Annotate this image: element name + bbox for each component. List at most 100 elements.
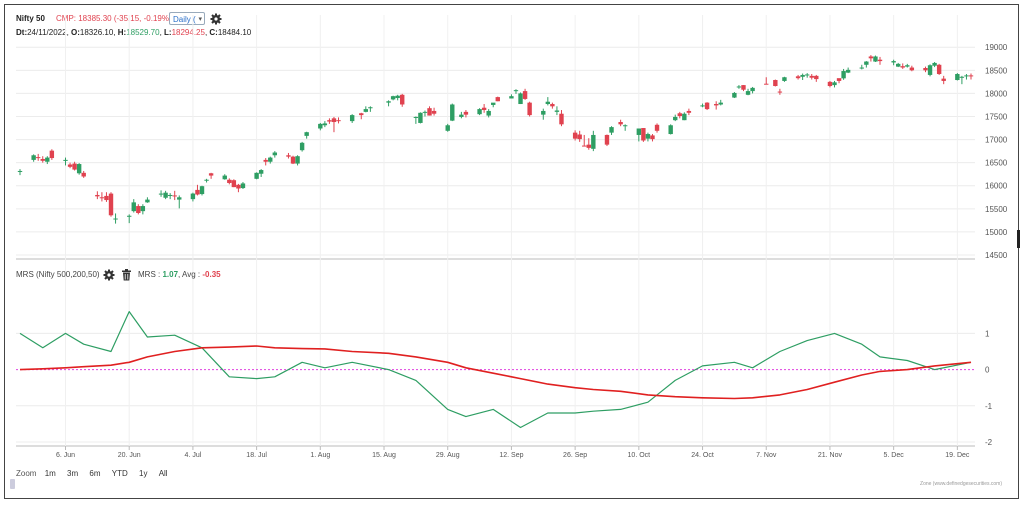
- candle-body: [199, 186, 205, 195]
- settings-gear-icon[interactable]: [210, 12, 222, 30]
- candle: [400, 93, 405, 107]
- indicator-delete-trash-icon[interactable]: [121, 268, 132, 286]
- candle: [318, 122, 323, 131]
- zoom-6m-button[interactable]: 6m: [89, 469, 101, 478]
- candle-body: [177, 197, 182, 200]
- indicator-settings-gear-icon[interactable]: [103, 268, 115, 286]
- candle-body: [286, 155, 291, 157]
- candle-body: [527, 102, 532, 116]
- candle: [554, 106, 560, 116]
- candle-body: [67, 164, 73, 167]
- candle: [31, 154, 36, 162]
- candle-body: [741, 85, 746, 90]
- candle: [905, 63, 910, 68]
- candle-body: [864, 61, 869, 65]
- candle-body: [814, 75, 819, 80]
- candle: [927, 64, 933, 77]
- candle: [445, 123, 450, 132]
- candle: [208, 172, 214, 179]
- candle: [764, 77, 769, 85]
- candle-body: [295, 156, 300, 164]
- candle-body: [495, 97, 500, 102]
- candle: [167, 193, 173, 200]
- candle: [513, 89, 519, 94]
- candle-body: [622, 125, 628, 127]
- candle-body: [331, 118, 337, 123]
- candle-body: [445, 125, 450, 131]
- candle-body: [236, 184, 241, 189]
- candle: [732, 92, 737, 99]
- candle: [636, 128, 642, 142]
- navigator-handle[interactable]: [10, 479, 15, 489]
- candle: [231, 179, 237, 188]
- candle: [804, 73, 810, 78]
- candle-body: [968, 75, 974, 77]
- candle-body: [72, 163, 77, 170]
- candle-body: [550, 104, 555, 107]
- zoom-1y-button[interactable]: 1y: [139, 469, 148, 478]
- zoom-all-button[interactable]: All: [158, 469, 168, 478]
- credit-text: Zone (www.definedgesecurities.com): [920, 481, 1002, 487]
- candle-body: [636, 128, 642, 135]
- candle-body: [905, 65, 910, 67]
- candle: [841, 68, 846, 80]
- candle: [418, 112, 423, 124]
- candle: [718, 99, 723, 106]
- candle-body: [318, 123, 323, 129]
- mrs-tick-label: -1: [985, 402, 993, 411]
- candle-body: [713, 104, 719, 106]
- candle-body: [891, 61, 896, 63]
- current-market-price: CMP: 18385.30 (-35.15, -0.19%): [56, 14, 172, 23]
- candle-body: [895, 63, 901, 67]
- zoom-1m-button[interactable]: 1m: [44, 469, 56, 478]
- candle: [650, 134, 655, 142]
- candle-body: [845, 69, 851, 73]
- candle: [959, 75, 965, 85]
- candle-body: [304, 132, 309, 136]
- candle-body: [477, 109, 482, 115]
- candle: [363, 106, 369, 113]
- candle: [222, 174, 227, 180]
- candle-body: [36, 157, 41, 159]
- mrs-label: MRS :: [138, 270, 163, 279]
- candle-body: [95, 194, 100, 197]
- candle-body: [618, 122, 623, 125]
- candle: [604, 134, 610, 147]
- x-tick-label: 4. Jul: [185, 452, 202, 459]
- x-tick-label: 6. Jun: [56, 452, 75, 459]
- candle-body: [518, 93, 523, 105]
- ohlc-l-label: L:: [164, 28, 172, 37]
- candle: [158, 190, 164, 197]
- interval-select[interactable]: Daily ( ▾: [169, 12, 205, 25]
- candle: [814, 74, 819, 82]
- candle: [577, 130, 582, 142]
- price-tick-label: 15000: [985, 228, 1008, 237]
- candle: [936, 63, 942, 75]
- candle: [104, 192, 109, 202]
- candle: [518, 92, 523, 105]
- candle: [268, 156, 273, 164]
- candle-body: [131, 202, 136, 212]
- candle: [622, 124, 628, 131]
- x-tick-label: 18. Jul: [246, 452, 267, 459]
- candle: [95, 191, 100, 200]
- candle: [836, 78, 842, 84]
- x-tick-label: 21. Nov: [818, 452, 843, 459]
- candle: [17, 169, 23, 176]
- zoom-3m-button[interactable]: 3m: [67, 469, 79, 478]
- zoom-ytd-button[interactable]: YTD: [111, 469, 128, 478]
- candle: [304, 131, 309, 139]
- candle: [45, 156, 50, 165]
- candle: [368, 106, 373, 112]
- candle: [809, 74, 814, 80]
- candle: [682, 112, 687, 121]
- candle-body: [76, 164, 82, 174]
- candle-body: [290, 156, 296, 164]
- candle: [336, 117, 341, 124]
- candle-body: [172, 195, 177, 197]
- candle-body: [254, 172, 259, 179]
- candle: [541, 108, 546, 120]
- candle: [413, 116, 419, 124]
- candle: [145, 197, 150, 203]
